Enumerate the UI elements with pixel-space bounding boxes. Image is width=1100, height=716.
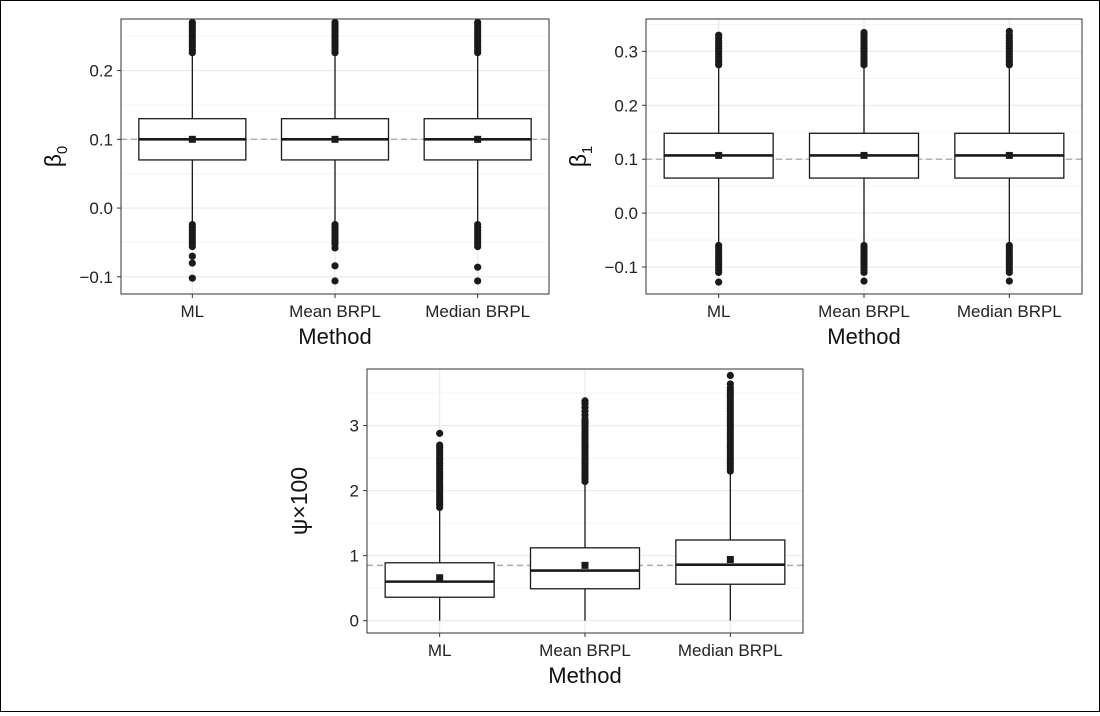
outlier-point xyxy=(331,277,339,285)
x-tick-label: ML xyxy=(181,302,205,321)
box-mean-marker xyxy=(581,561,589,569)
outlier-point xyxy=(726,380,734,388)
x-tick-label: Mean BRPL xyxy=(818,302,910,321)
x-axis-title: Method xyxy=(827,324,900,349)
y-tick-label: 0.2 xyxy=(614,96,638,115)
x-tick-label: Median BRPL xyxy=(678,641,783,660)
box-mean-marker xyxy=(436,574,444,582)
y-axis-symbol: ψ×100 xyxy=(286,467,312,535)
outlier-point xyxy=(715,278,723,286)
y-axis-subscript: 1 xyxy=(579,146,596,154)
box-ml xyxy=(384,429,495,621)
box-mean-brpl xyxy=(529,397,641,621)
outlier-point xyxy=(188,274,196,282)
outlier-point xyxy=(715,268,723,277)
outlier-point xyxy=(1005,268,1013,277)
y-tick-label: −0.1 xyxy=(79,268,113,287)
box-median-brpl xyxy=(675,371,786,621)
box-mean-marker xyxy=(726,556,734,564)
y-axis-title: ψ×100 xyxy=(286,467,312,535)
box-mean-marker xyxy=(188,135,196,143)
y-tick-label: 0.1 xyxy=(89,130,113,149)
chart-panel-2: −0.1 0.0 0.1 0.2 0.3 ML Mean BRPL Median BRPL Me… xyxy=(565,18,1083,349)
x-axis-title: Method xyxy=(548,663,621,688)
outlier-point xyxy=(1005,27,1013,36)
box-mean-marker xyxy=(860,151,868,159)
box-mean-marker xyxy=(1005,151,1013,159)
outlier-point xyxy=(188,242,196,251)
x-tick-label: ML xyxy=(428,641,452,660)
outlier-point xyxy=(331,262,339,270)
x-tick-label: ML xyxy=(707,302,731,321)
y-tick-label: 0.0 xyxy=(89,199,113,218)
outlier-point xyxy=(474,242,482,251)
y-axis-symbol: β xyxy=(565,154,591,167)
box-mean-brpl xyxy=(808,28,920,285)
outlier-point xyxy=(860,277,868,285)
outlier-point xyxy=(474,18,482,27)
box-mean-marker xyxy=(331,135,339,143)
y-tick-label: 2 xyxy=(350,482,359,501)
outlier-point xyxy=(331,244,339,252)
outlier-point xyxy=(860,28,868,37)
x-tick-label: Median BRPL xyxy=(957,302,1062,321)
box-ml xyxy=(663,31,774,286)
y-tick-label: 0 xyxy=(350,612,359,631)
outlier-point xyxy=(474,277,482,285)
outlier-point xyxy=(331,18,339,27)
y-tick-label: 0.0 xyxy=(614,204,638,223)
box-mean-marker xyxy=(715,151,723,159)
outlier-point xyxy=(474,263,482,271)
y-tick-label: 0.1 xyxy=(614,150,638,169)
y-tick-label: 0.3 xyxy=(614,42,638,61)
y-tick-label: 3 xyxy=(350,417,359,436)
box-mean-marker xyxy=(474,135,482,143)
outlier-point xyxy=(726,371,734,380)
outlier-point xyxy=(436,441,444,449)
box-mean-brpl xyxy=(280,18,390,285)
x-tick-label: Mean BRPL xyxy=(289,302,381,321)
outlier-point xyxy=(860,268,868,277)
y-tick-label: 1 xyxy=(350,547,359,566)
box-median-brpl xyxy=(423,18,532,285)
chart-panel-1: −0.1 0.0 0.1 0.2 ML Mean BRPL Median BRPL Metho… xyxy=(40,18,550,349)
outlier-point xyxy=(581,397,589,405)
outlier-point xyxy=(436,429,444,437)
y-axis-title: β1 xyxy=(565,146,596,168)
box-median-brpl xyxy=(954,27,1065,285)
y-axis-title: β0 xyxy=(40,146,71,168)
outlier-point xyxy=(715,31,723,39)
outlier-point xyxy=(188,18,196,27)
x-tick-label: Mean BRPL xyxy=(539,641,631,660)
y-axis-symbol: β xyxy=(40,154,66,167)
y-tick-label: 0.2 xyxy=(89,62,113,81)
outlier-point xyxy=(1005,277,1013,285)
x-axis-title: Method xyxy=(298,324,371,349)
y-axis-subscript: 0 xyxy=(54,146,71,154)
outlier-point xyxy=(188,252,196,260)
y-tick-label: −0.1 xyxy=(604,258,638,277)
box-ml xyxy=(138,18,247,282)
outlier-point xyxy=(188,259,196,267)
chart-panel-3: 0 1 2 3 ML Mean BRPL Median BRPL Method ψ×100 xyxy=(286,368,804,688)
x-tick-label: Median BRPL xyxy=(425,302,530,321)
